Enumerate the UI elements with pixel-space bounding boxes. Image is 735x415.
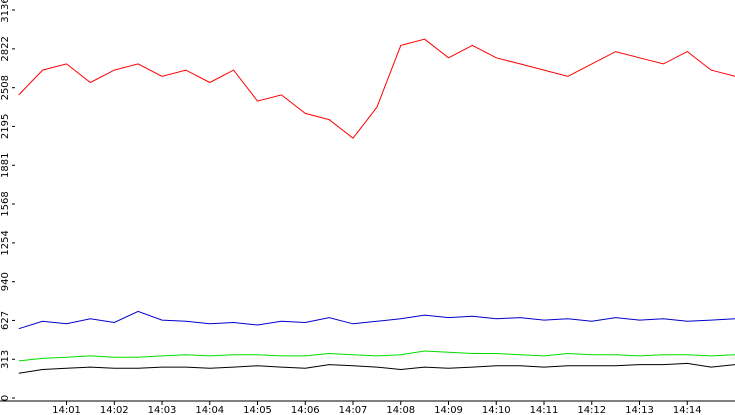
series-line bbox=[18, 350, 735, 362]
y-tick-label: 1568 bbox=[0, 191, 11, 216]
y-tick-label: 3136 bbox=[0, 0, 11, 23]
x-tick-label: 14:08 bbox=[386, 405, 415, 415]
series-line bbox=[18, 362, 735, 374]
y-tick-label: 1881 bbox=[0, 153, 11, 178]
x-tick-label: 14:04 bbox=[195, 405, 224, 415]
y-tick-label: 2508 bbox=[0, 75, 11, 100]
x-tick-label: 14:03 bbox=[148, 405, 177, 415]
x-tick-label: 14:01 bbox=[52, 405, 81, 415]
series-line bbox=[18, 38, 735, 139]
x-tick-label: 14:09 bbox=[434, 405, 463, 415]
x-tick-label: 14:07 bbox=[339, 405, 368, 415]
x-tick-label: 14:12 bbox=[577, 405, 606, 415]
x-tick-label: 14:14 bbox=[673, 405, 702, 415]
x-tick-label: 14:11 bbox=[530, 405, 559, 415]
x-tick-label: 14:05 bbox=[243, 405, 272, 415]
y-tick-label: 313 bbox=[0, 350, 11, 369]
series-line bbox=[18, 310, 735, 330]
x-tick-label: 14:06 bbox=[291, 405, 320, 415]
y-tick-label: 627 bbox=[0, 311, 11, 330]
y-tick-label: 940 bbox=[0, 272, 11, 291]
y-tick-label: 0 bbox=[0, 395, 11, 401]
y-tick-label: 2195 bbox=[0, 114, 11, 139]
x-tick-label: 14:13 bbox=[625, 405, 654, 415]
x-tick-label: 14:02 bbox=[100, 405, 129, 415]
x-tick-label: 14:10 bbox=[482, 405, 511, 415]
y-tick-label: 1254 bbox=[0, 230, 11, 255]
y-tick-label: 2822 bbox=[0, 36, 11, 61]
